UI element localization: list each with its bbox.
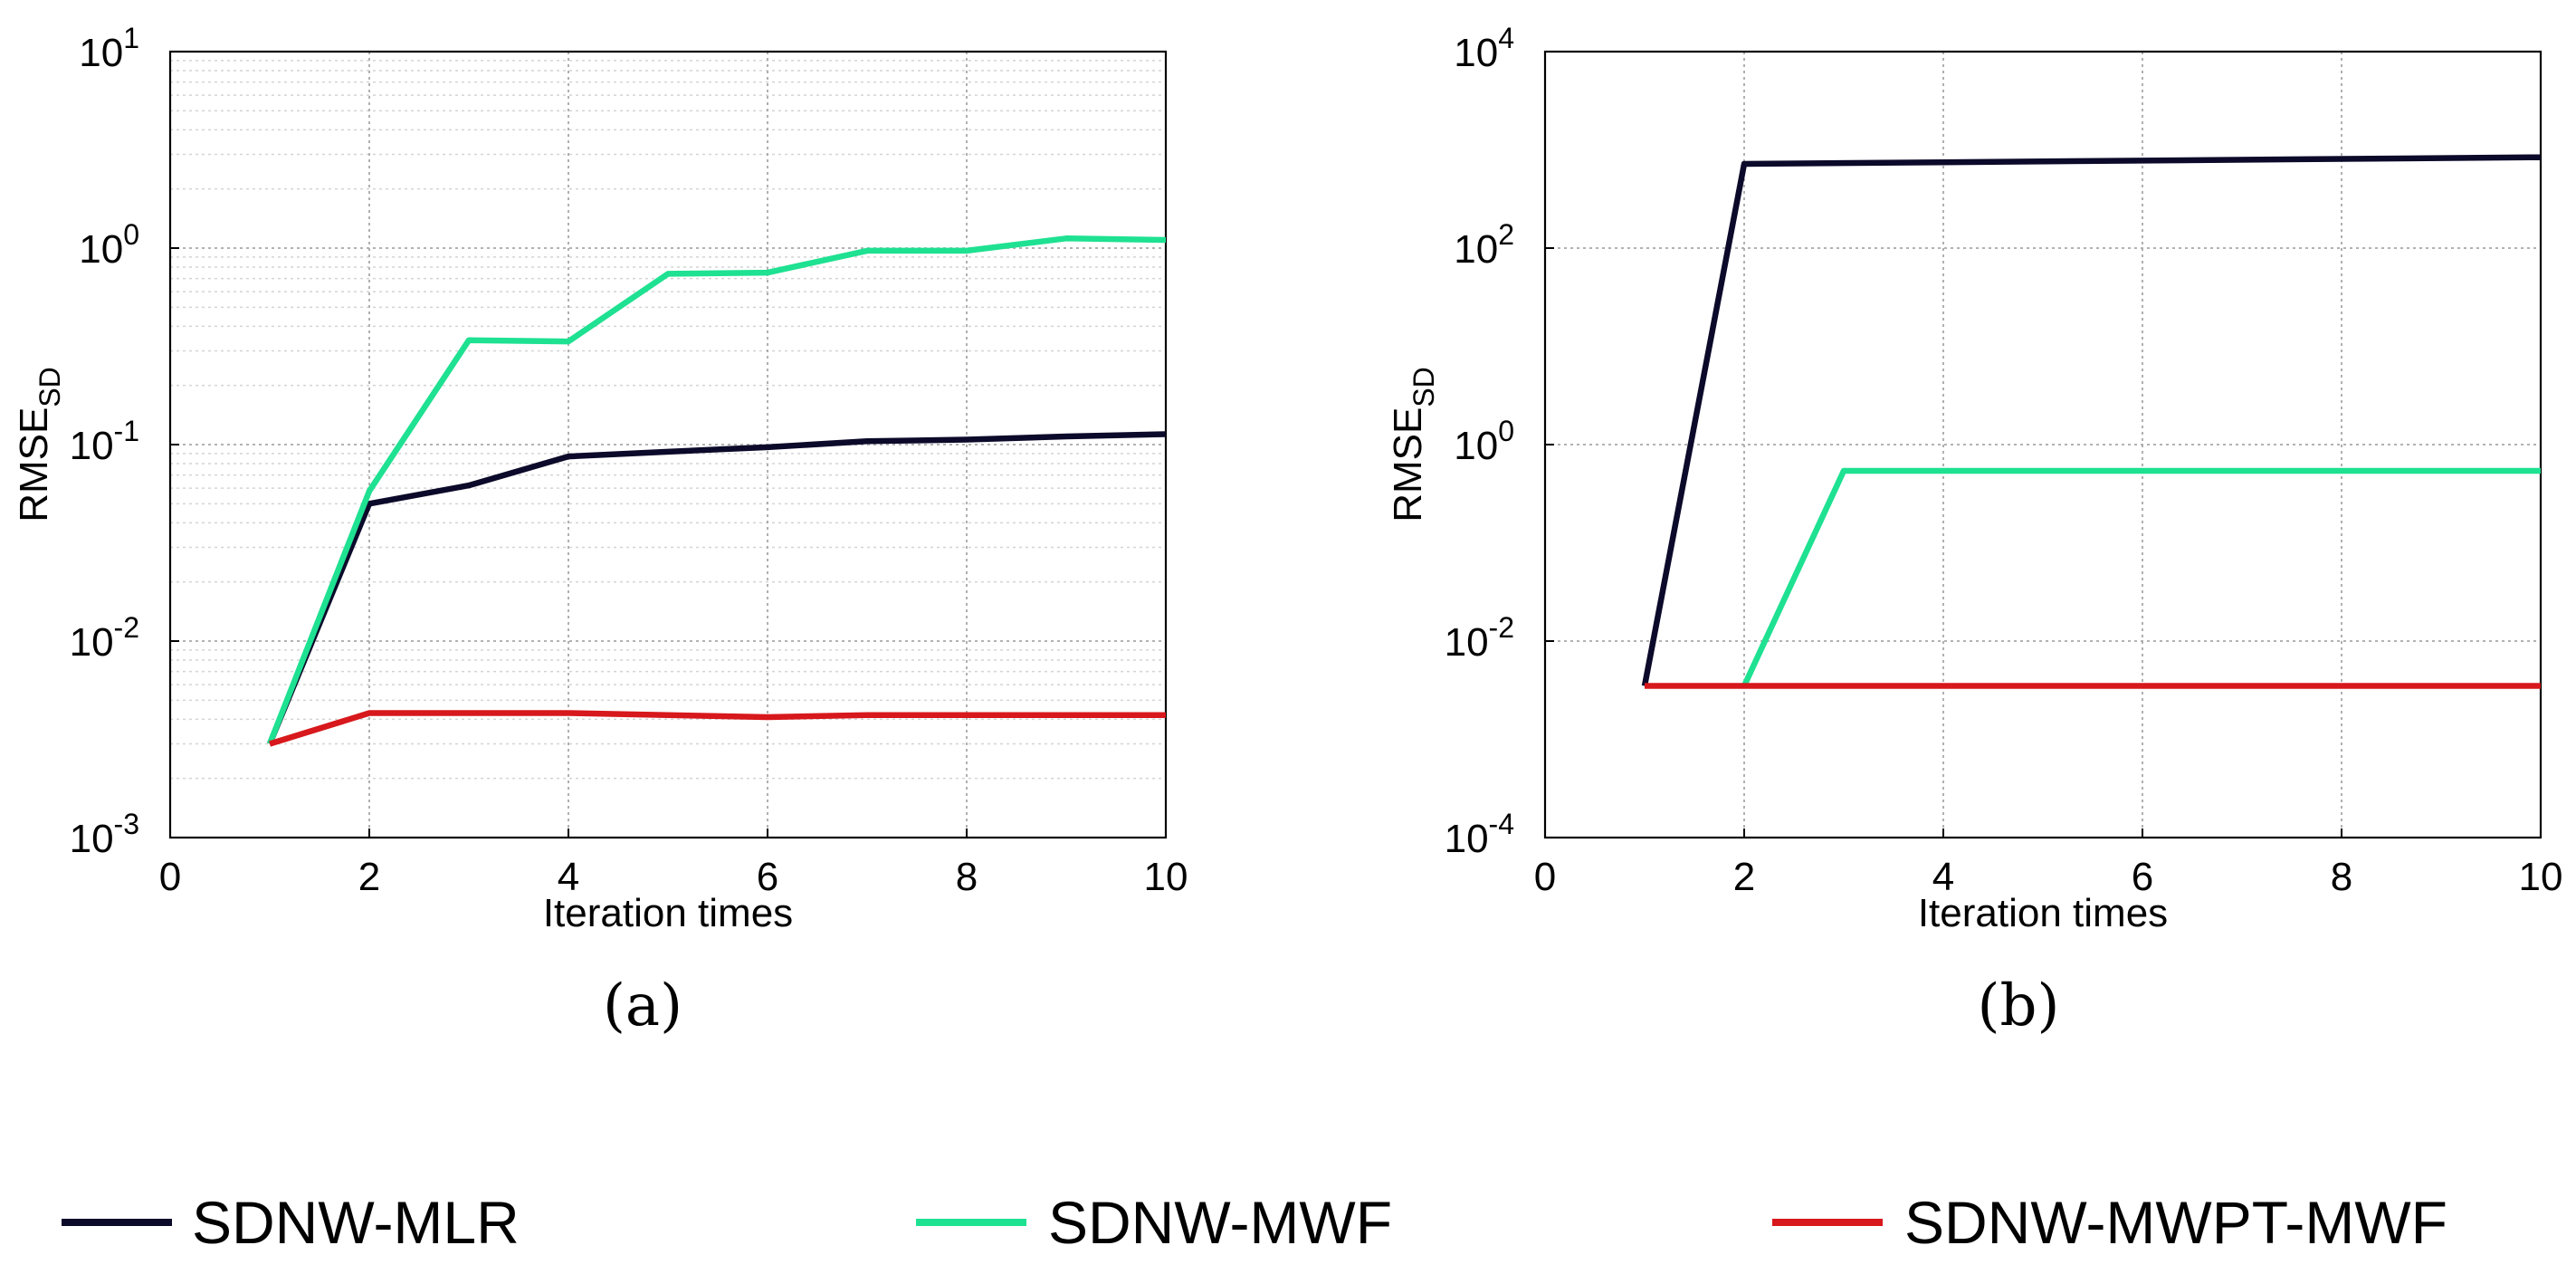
- x-axis-label: Iteration times: [1918, 891, 2168, 935]
- series-line-sdnw-mlr: [1641, 154, 2542, 687]
- x-tick-label: 6: [2132, 855, 2153, 899]
- x-tick-label: 4: [558, 855, 579, 899]
- series-line-sdnw-mwf: [266, 235, 1167, 745]
- y-tick-label: 10-1: [70, 415, 139, 468]
- legend-label-sdnw-mwf: SDNW-MWF: [1048, 1189, 1392, 1256]
- legend-label-sdnw-mlr: SDNW-MLR: [192, 1189, 520, 1256]
- y-tick-label: 104: [1454, 22, 1514, 75]
- x-tick-label: 0: [159, 855, 181, 899]
- x-tick-label: 8: [2331, 855, 2352, 899]
- panel-label: (b): [1978, 972, 2060, 1039]
- y-tick-label: 102: [1454, 218, 1514, 272]
- y-axis-label: RMSESD: [1386, 367, 1440, 522]
- legend: SDNW-MLR SDNW-MWF SDNW-MWPT-MWF: [62, 1189, 2447, 1256]
- y-axis-label: RMSESD: [12, 367, 66, 522]
- x-tick-label: 2: [1733, 855, 1755, 899]
- y-tick-label: 101: [79, 22, 139, 75]
- y-tick-label: 10-2: [1445, 611, 1514, 665]
- series-line-sdnw-mwpt-mwf: [269, 710, 1166, 747]
- chart-panel-b: 10-4 10-2 100 102 104 0 2 4 6 8 10 Iteration times R…: [1386, 22, 2562, 1039]
- series-line-sdnw-mlr: [266, 431, 1167, 745]
- x-tick-label: 2: [358, 855, 380, 899]
- x-tick-label: 8: [956, 855, 978, 899]
- legend-label-sdnw-mwpt-mwf: SDNW-MWPT-MWF: [1904, 1189, 2447, 1256]
- x-axis-label: Iteration times: [543, 891, 793, 935]
- y-tick-label: 10-4: [1445, 808, 1514, 861]
- y-tick-label: 10-3: [70, 808, 139, 861]
- series-line-sdnw-mwf: [1741, 467, 2541, 687]
- y-tick-label: 100: [79, 218, 139, 272]
- axes-frame: [1543, 50, 2543, 839]
- x-tick-label: 6: [757, 855, 778, 899]
- x-tick-label: 0: [1534, 855, 1556, 899]
- panel-label: (a): [603, 972, 682, 1039]
- y-tick-label: 10-2: [70, 611, 139, 665]
- axes-frame: [168, 50, 1168, 839]
- x-tick-label: 10: [1144, 855, 1188, 899]
- x-tick-label: 10: [2519, 855, 2563, 899]
- y-tick-label: 100: [1454, 415, 1514, 468]
- x-tick-label: 4: [1932, 855, 1954, 899]
- chart-panel-a: 10-3 10-2 10-1 100 101 0 2 4 6 8 10 Iteration times…: [12, 22, 1188, 1039]
